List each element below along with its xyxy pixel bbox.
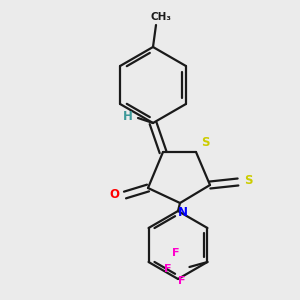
Text: S: S [201,136,209,149]
Text: O: O [109,188,119,200]
Text: F: F [178,276,185,286]
Text: F: F [164,264,171,274]
Text: N: N [178,206,188,220]
Text: S: S [244,173,252,187]
Text: H: H [123,110,133,122]
Text: CH₃: CH₃ [151,12,172,22]
Text: F: F [172,248,179,258]
